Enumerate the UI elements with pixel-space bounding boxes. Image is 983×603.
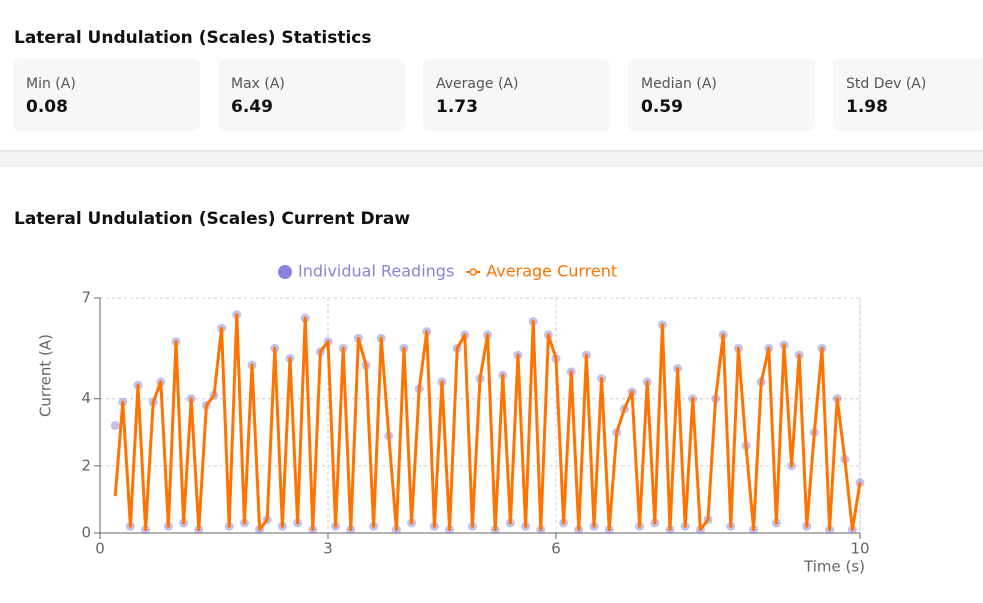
stats-card: Lateral Undulation (Scales) Statistics M… xyxy=(0,0,983,150)
stat-value: 6.49 xyxy=(231,97,273,117)
stat-value: 0.59 xyxy=(641,97,683,117)
plot-border xyxy=(99,297,861,534)
stat-value: 1.98 xyxy=(846,97,888,117)
y-axis-label: Current (A) xyxy=(37,334,55,417)
stat-label: Average (A) xyxy=(436,76,519,92)
legend-label: Individual Readings xyxy=(298,262,454,281)
y-tick-label: 7 xyxy=(81,289,91,307)
stat-label: Std Dev (A) xyxy=(846,76,927,92)
stat-box: Average (A) 1.73 xyxy=(423,59,610,131)
legend-label: Average Current xyxy=(486,262,617,281)
stat-label: Min (A) xyxy=(26,76,76,92)
y-tick-label: 4 xyxy=(81,389,91,407)
x-tick-label: 0 xyxy=(95,540,105,558)
legend-icon xyxy=(469,268,478,276)
legend-icon xyxy=(278,265,292,279)
stat-box: Median (A) 0.59 xyxy=(628,59,815,131)
stat-label: Max (A) xyxy=(231,76,285,92)
x-tick-label: 10 xyxy=(850,540,869,558)
y-tick-label: 2 xyxy=(81,456,91,474)
stat-value: 1.73 xyxy=(436,97,478,117)
y-tick-label: 0 xyxy=(81,524,91,542)
reading-point xyxy=(110,421,120,431)
stats-title: Lateral Undulation (Scales) Statistics xyxy=(14,28,372,48)
x-tick-label: 6 xyxy=(551,540,561,558)
stat-box: Max (A) 6.49 xyxy=(218,59,405,131)
chart-title: Lateral Undulation (Scales) Current Draw xyxy=(14,209,411,229)
stat-box: Std Dev (A) 1.98 xyxy=(833,59,983,131)
average-line xyxy=(113,313,862,532)
stat-value: 0.08 xyxy=(26,97,68,117)
x-axis-label: Time (s) xyxy=(803,558,865,576)
stat-label: Median (A) xyxy=(641,76,717,92)
x-tick-label: 3 xyxy=(323,540,333,558)
stat-box: Min (A) 0.08 xyxy=(13,59,200,131)
